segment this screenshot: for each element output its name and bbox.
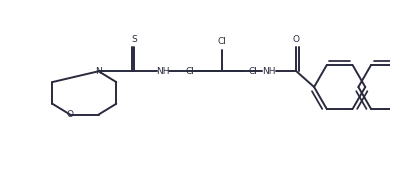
Text: Cl: Cl xyxy=(185,67,195,76)
Text: NH: NH xyxy=(262,67,275,76)
Text: Cl: Cl xyxy=(249,67,257,76)
Text: NH: NH xyxy=(156,67,169,76)
Text: Cl: Cl xyxy=(217,37,226,46)
Text: O: O xyxy=(66,110,73,119)
Text: N: N xyxy=(95,67,102,76)
Text: O: O xyxy=(293,35,300,44)
Text: S: S xyxy=(131,35,137,44)
